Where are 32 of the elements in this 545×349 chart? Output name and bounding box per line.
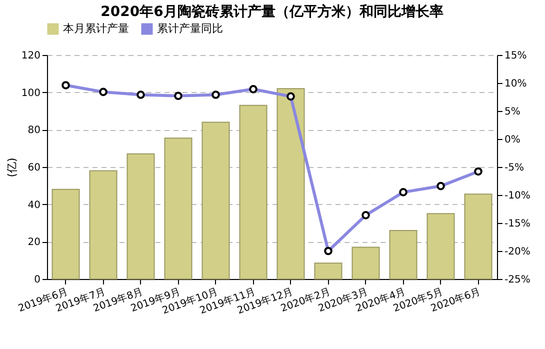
bar [202, 122, 230, 280]
y-tick-label: 40 [28, 200, 40, 211]
bar [314, 262, 342, 280]
bar [352, 246, 380, 280]
chart-title: 2020年6月陶瓷砖累计产量（亿平方米）和同比增长率 [100, 3, 444, 20]
bar [89, 170, 118, 280]
y2-tick-label: 10% [504, 78, 527, 90]
y2-tick-label: 5% [504, 106, 520, 118]
y2-tick-label: -15% [504, 218, 530, 230]
y-tick-label: 80 [28, 125, 40, 136]
y2-tick-label: 15% [504, 50, 527, 62]
bar [239, 104, 268, 280]
y-tick-label: 100 [21, 88, 40, 99]
y2-tick-label: -10% [504, 190, 530, 202]
bar [126, 153, 155, 280]
y-tick-label: 0 [34, 274, 40, 286]
bar [164, 138, 192, 280]
y-tick-label: 120 [21, 50, 40, 62]
bar [426, 213, 455, 280]
y2-tick-label: -5% [504, 162, 524, 174]
bar [52, 188, 80, 280]
y-tick-label: 20 [28, 237, 40, 248]
y2-tick-label: -20% [504, 246, 530, 258]
bar [464, 194, 492, 280]
y2-tick-label: 0% [504, 134, 520, 146]
y-axis-title: (亿) [5, 158, 18, 178]
bar [389, 230, 418, 280]
legend-label: 累计产量同比 [157, 22, 223, 35]
bar [276, 88, 305, 280]
legend-label: 本月累计产量 [63, 22, 129, 35]
y2-tick-label: -25% [504, 274, 530, 286]
y-tick-label: 60 [28, 162, 40, 174]
